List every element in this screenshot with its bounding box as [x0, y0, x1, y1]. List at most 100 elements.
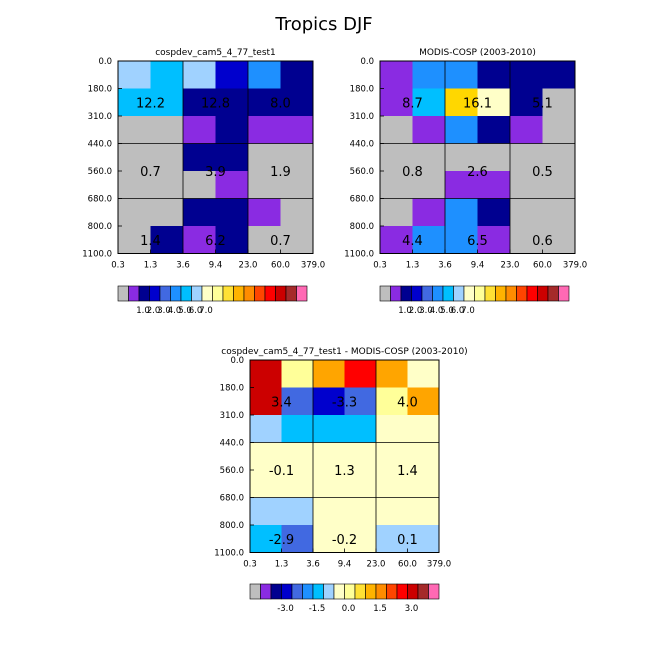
colorbar-swatch: [312, 583, 324, 600]
heatmap-cell: [215, 226, 249, 254]
heatmap-cell: [380, 143, 413, 172]
heatmap-cell: [542, 61, 576, 89]
heatmap-cell: [477, 116, 511, 144]
y-tick-label: 180.0: [88, 85, 112, 95]
heatmap-cell: [280, 226, 314, 254]
heatmap-cell: [248, 143, 281, 172]
block-sum-label: 3.4: [271, 395, 292, 410]
colorbar-swatch: [302, 583, 314, 600]
heatmap-cell: [412, 88, 446, 117]
colorbar-swatch: [390, 285, 402, 302]
block-sum-label: 4.0: [397, 395, 418, 410]
heatmap-cell: [248, 198, 281, 227]
colorbar-tick-label: 6.0: [189, 306, 203, 316]
y-tick-label: 1100.0: [344, 250, 374, 260]
y-tick-label: 680.0: [220, 494, 244, 504]
heatmap-cell: [118, 226, 151, 254]
x-tick-label: 379.0: [563, 261, 587, 271]
heatmap-cell: [250, 442, 282, 471]
colorbar-tick-label: 4.0: [168, 306, 182, 316]
heatmap-cell: [477, 171, 511, 199]
colorbar-swatch: [170, 285, 182, 302]
heatmap-cell: [477, 61, 511, 89]
heatmap-panel-3: cospdev_cam5_4_77_test1 - MODIS-COSP (20…: [214, 347, 467, 614]
colorbar-swatch: [375, 583, 387, 600]
heatmap-cell: [407, 525, 440, 553]
colorbar-tick-label: 2.0: [409, 306, 423, 316]
colorbar-swatch: [149, 285, 161, 302]
y-tick-label: 680.0: [88, 195, 112, 205]
x-tick-label: 0.3: [111, 261, 125, 271]
x-tick-label: 23.0: [367, 560, 386, 570]
y-tick-label: 1100.0: [214, 549, 244, 559]
heatmap-cell: [215, 171, 249, 199]
y-tick-label: 310.0: [350, 112, 374, 122]
y-tick-label: 180.0: [350, 85, 374, 95]
colorbar-tick-label: -1.5: [309, 604, 326, 614]
colorbar-swatch: [344, 583, 356, 600]
heatmap-cell: [407, 470, 440, 498]
heatmap-cell: [445, 61, 478, 89]
block-sum-label: 1.4: [397, 464, 418, 479]
colorbar-swatch: [275, 285, 287, 302]
block-sum-label: 6.5: [467, 234, 488, 249]
colorbar-swatch: [537, 285, 549, 302]
y-tick-label: 0.0: [98, 57, 112, 67]
heatmap-cell: [250, 470, 282, 498]
colorbar-swatch: [159, 285, 171, 302]
heatmap-cell: [407, 497, 440, 526]
x-tick-label: 1.3: [275, 560, 289, 570]
colorbar-swatch: [270, 583, 282, 600]
x-tick-label: 0.3: [373, 261, 387, 271]
heatmap-cell: [344, 415, 377, 443]
colorbar-swatch: [296, 285, 308, 302]
heatmap-cell: [380, 198, 413, 227]
heatmap-cell: [412, 61, 446, 89]
colorbar-swatch: [432, 285, 444, 302]
heatmap-cell: [510, 88, 543, 117]
heatmap-cell: [248, 88, 281, 117]
heatmap-cell: [542, 143, 576, 172]
colorbar-tick-label: 7.0: [461, 306, 475, 316]
heatmap-cell: [281, 387, 314, 416]
colorbar-swatch: [291, 583, 303, 600]
heatmap-cell: [445, 143, 478, 172]
block-sum-label: -2.9: [269, 533, 294, 548]
block-sum-label: 1.4: [140, 234, 161, 249]
heatmap-cell: [248, 116, 281, 144]
colorbar-swatch: [442, 285, 454, 302]
colorbar-tick-label: 1.0: [136, 306, 150, 316]
heatmap-cell: [150, 61, 184, 89]
x-tick-label: 9.4: [471, 261, 485, 271]
panels-group: cospdev_cam5_4_77_test1 0.3 1.3 3.6 9.4 23.0 6…: [82, 48, 587, 614]
block-sum-label: -0.1: [269, 464, 294, 479]
colorbar-swatch: [233, 285, 245, 302]
heatmap-cell: [281, 360, 314, 388]
heatmap-cell: [376, 360, 408, 388]
heatmap-cell: [407, 387, 440, 416]
heatmap-cell: [280, 171, 314, 199]
colorbar-swatch: [505, 285, 517, 302]
heatmap-cell: [313, 415, 345, 443]
heatmap-cell: [412, 198, 446, 227]
colorbar-tick-label: 0.0: [342, 604, 356, 614]
heatmap-cell: [376, 442, 408, 471]
colorbar-swatch: [396, 583, 408, 600]
heatmap-cell: [445, 88, 478, 117]
heatmap-cell: [150, 116, 184, 144]
y-tick-label: 310.0: [220, 411, 244, 421]
colorbar-tick-label: 5.0: [440, 306, 454, 316]
heatmap-cell: [280, 61, 314, 89]
heatmap-cell: [183, 171, 216, 199]
heatmap-cell: [215, 61, 249, 89]
heatmap-cell: [376, 497, 408, 526]
x-tick-label: 379.0: [301, 261, 325, 271]
heatmap-cell: [281, 497, 314, 526]
colorbar-tick-label: 3.0: [405, 604, 419, 614]
colorbar-swatch: [400, 285, 412, 302]
block-sum-label: 1.3: [334, 464, 355, 479]
colorbar-tick-label: 5.0: [178, 306, 192, 316]
heatmap-cell: [248, 61, 281, 89]
heatmap-cell: [445, 171, 478, 199]
heatmap-cell: [412, 116, 446, 144]
